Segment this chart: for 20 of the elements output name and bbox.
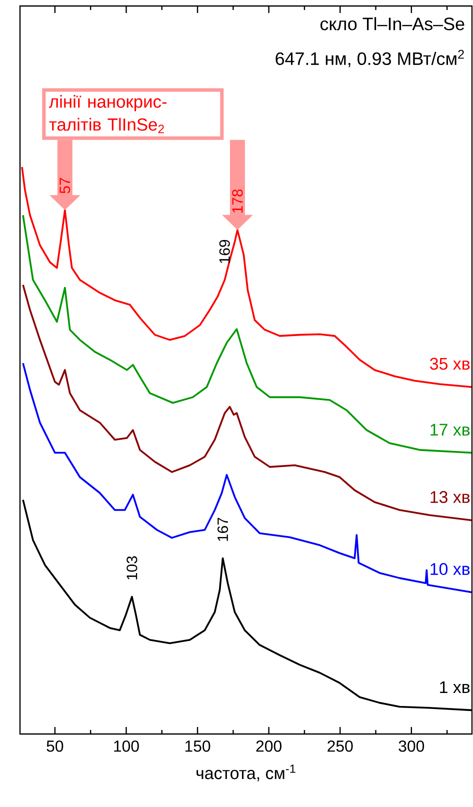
annotation: 169 [220, 240, 230, 264]
x-axis-title: частота, см$^{-1}$ [196, 764, 296, 782]
series-label: 13 хв [430, 491, 470, 504]
x-tick-label: 100 [114, 740, 140, 752]
annotation: 167 [218, 518, 228, 541]
annotation: 103 [126, 556, 138, 580]
x-tick-label: 300 [398, 740, 424, 752]
x-tick-label: 200 [256, 740, 282, 752]
text: скло Tl–In–As–Se [320, 17, 464, 30]
x-tick-label: 150 [186, 740, 210, 752]
series-label: 10 хв [430, 563, 470, 576]
series-label: 35 хв [430, 358, 470, 370]
annotation: 57 [60, 178, 70, 194]
text: 647.1 нм, 0.93 МВт/см$^{2}$ [276, 50, 464, 68]
series-label: 17 хв [430, 424, 470, 436]
x-tick-label: 250 [328, 740, 353, 752]
x-tick-label: 50 [46, 740, 64, 752]
text: лінії нанокрис- талітів TlInSe$_{2}$ [49, 95, 167, 134]
series-label: 1 хв [440, 681, 470, 693]
annotation: 178 [232, 189, 243, 213]
